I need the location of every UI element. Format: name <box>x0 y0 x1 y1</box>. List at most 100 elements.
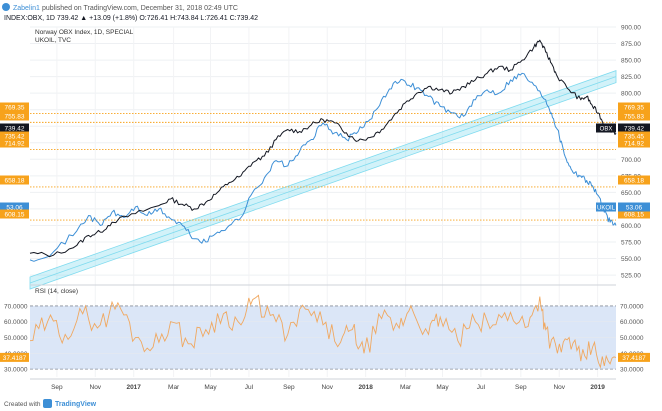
time-tick-label: Nov <box>321 384 333 391</box>
right-price-badge-label: 739.42 <box>624 126 644 133</box>
time-tick-label: Sep <box>51 384 63 391</box>
obx-line <box>29 39 617 258</box>
time-axis[interactable]: Sep Nov 2017 Mar May Jul Sep Nov 2018 Mar May Jul Se… <box>51 384 605 391</box>
left-price-badge-label: 739.42 <box>5 126 25 133</box>
time-tick-label: Nov <box>90 384 102 391</box>
rsi-series <box>29 294 617 369</box>
price-tick-label: 575.00 <box>621 240 641 247</box>
price-tick-label: 700.00 <box>621 157 641 164</box>
ukoil-line <box>29 72 617 262</box>
rsi-badges: 37.4187 37.4187 <box>0 352 650 362</box>
left-price-badge-label: 658.18 <box>5 178 25 185</box>
rsi-tick-label-left: 70.0000 <box>4 303 28 310</box>
right-price-badge-label: 769.35 <box>624 105 644 112</box>
rsi-line <box>29 294 617 369</box>
left-price-badge-label: 735.42 <box>5 134 25 141</box>
ukoil-series <box>29 72 617 262</box>
footer-prefix: Created with <box>4 401 41 408</box>
left-price-badge <box>0 175 29 185</box>
time-tick-label: Mar <box>400 384 412 391</box>
right-price-badge-label: 658.18 <box>624 178 644 185</box>
right-price-badge <box>618 209 650 219</box>
rsi-right-badge-label: 37.4187 <box>622 355 646 362</box>
rsi-tick-label-left: 30.0000 <box>4 367 28 374</box>
left-price-badge <box>0 102 29 112</box>
header: Zabelin1 published on TradingView.com, D… <box>2 3 258 22</box>
right-price-badge <box>618 138 650 148</box>
right-price-badge <box>618 131 650 141</box>
rsi-tick-label: 50.0000 <box>620 335 644 342</box>
tradingview-logo-icon <box>43 399 52 408</box>
left-price-badge <box>0 123 29 133</box>
time-tick-label: Nov <box>553 384 565 391</box>
footer: Created with TradingView <box>4 399 97 408</box>
left-price-badge-label: 714.92 <box>5 141 25 148</box>
left-price-badge-label: 53.06 <box>6 205 23 212</box>
right-price-badge <box>618 175 650 185</box>
rsi-left-badge-label: 37.4187 <box>3 355 27 362</box>
obx-series <box>29 39 617 258</box>
price-tick-label: 875.00 <box>621 41 641 48</box>
ukoil-value-badge-label: 53.06 <box>626 205 643 212</box>
right-price-badge-label: 755.83 <box>624 114 644 121</box>
rsi-grid <box>30 305 616 370</box>
series-name-tag <box>596 202 616 212</box>
left-price-badge <box>0 131 29 141</box>
rsi-left-badge <box>0 352 29 362</box>
left-price-badge <box>0 111 29 121</box>
price-tick-label: 850.00 <box>621 58 641 65</box>
right-price-badge <box>618 102 650 112</box>
rsi-tick-label-left: 50.0000 <box>4 335 28 342</box>
rsi-tick-label: 60.0000 <box>620 319 644 326</box>
rsi-legend: RSI (14, close) <box>35 288 78 295</box>
time-tick-label: May <box>204 384 217 391</box>
price-tick-label: 900.00 <box>621 25 641 32</box>
rsi-right-badge <box>618 352 650 362</box>
right-price-badge-label: 735.45 <box>624 134 644 141</box>
price-tick-label: 800.00 <box>621 91 641 98</box>
right-price-badge-label: 608.15 <box>624 212 644 219</box>
price-axis: 525.00550.00575.00600.00625.00650.00675.… <box>621 25 641 280</box>
legend-main: Norway OBX Index, 1D, SPECIAL <box>35 29 134 36</box>
left-price-badge <box>0 209 29 219</box>
left-price-badge-label: 755.83 <box>5 114 25 121</box>
ukoil-value-badge <box>618 202 650 212</box>
time-tick-label: May <box>436 384 449 391</box>
series-name-tag <box>596 123 616 133</box>
price-tick-label: 525.00 <box>621 273 641 280</box>
legend-secondary: UKOIL, TVC <box>35 37 71 44</box>
left-price-badge <box>0 202 29 212</box>
price-tick-label: 550.00 <box>621 256 641 263</box>
left-price-badge <box>0 138 29 148</box>
left-price-badge-label: 608.15 <box>5 212 25 219</box>
time-tick-label: Sep <box>283 384 295 391</box>
series-name-tag-label: UKOIL <box>597 206 616 212</box>
price-tick-label: 650.00 <box>621 190 641 197</box>
author-avatar-icon <box>2 3 10 11</box>
author-name[interactable]: Zabelin1 <box>13 5 40 12</box>
rsi-tick-label: 70.0000 <box>620 303 644 310</box>
time-tick-label: Jul <box>245 384 254 391</box>
publish-info: published on TradingView.com, December 3… <box>42 5 238 12</box>
rsi-panel: 30.000030.000040.000040.000050.000050.00… <box>0 288 650 374</box>
ticker-line: INDEX:OBX, 1D 739.42 ▲ +13.09 (+1.8%) O:… <box>4 15 258 22</box>
price-tick-label: 600.00 <box>621 223 641 230</box>
time-tick-label: Jul <box>477 384 486 391</box>
right-price-badge <box>618 123 650 133</box>
rsi-tick-label-left: 60.0000 <box>4 319 28 326</box>
right-price-badge-label: 714.92 <box>624 141 644 148</box>
price-tick-label: 825.00 <box>621 74 641 81</box>
time-tick-label: 2018 <box>358 384 373 391</box>
right-price-badge <box>618 111 650 121</box>
rsi-tick-label: 30.0000 <box>620 367 644 374</box>
trend-channel-midline <box>29 76 617 284</box>
left-price-badge-label: 769.35 <box>5 105 25 112</box>
time-tick-label: 2019 <box>590 384 605 391</box>
time-tick-label: Sep <box>515 384 527 391</box>
time-tick-label: 2017 <box>126 384 141 391</box>
footer-brand[interactable]: TradingView <box>55 401 97 408</box>
series-name-tag-label: OBX <box>600 127 613 133</box>
